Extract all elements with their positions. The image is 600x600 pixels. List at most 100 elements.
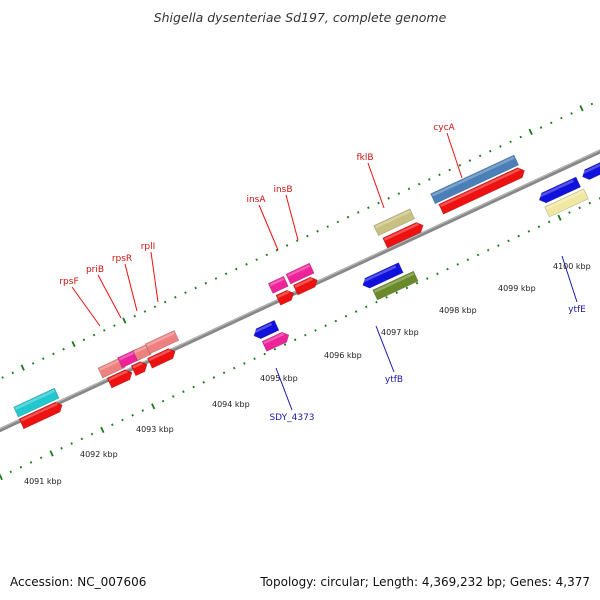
ruler-tick-bottom — [80, 437, 84, 441]
ruler-tick-bottom — [486, 248, 490, 252]
ruler-tick-bottom — [324, 324, 327, 327]
ruler-tick-top — [245, 263, 248, 266]
gene-feature — [261, 331, 290, 352]
gene-feature-highlight — [546, 190, 585, 210]
ruler-tick-bottom — [334, 319, 338, 323]
feature-track — [13, 154, 600, 430]
gene-feature — [430, 154, 520, 205]
ruler-tick-top — [560, 116, 563, 120]
gene-feature-highlight — [581, 160, 600, 175]
gene-feature — [538, 176, 582, 204]
accession-text: Accession: NC_007606 — [10, 575, 146, 589]
gene-feature — [18, 401, 63, 430]
gene-leader-line — [367, 162, 385, 209]
gene-feature — [275, 289, 295, 306]
ruler-tick-top — [153, 305, 157, 309]
ruler-tick-bottom — [436, 272, 439, 276]
ruler-tick-bottom — [161, 399, 165, 403]
ruler-tick-bottom — [273, 347, 277, 351]
ruler-tick-top — [235, 267, 238, 271]
ruler-tick-top — [458, 164, 462, 167]
gene-leader-line — [97, 274, 122, 319]
tick-label: 4099 kbp — [498, 284, 536, 293]
ruler-tick-bottom — [202, 380, 205, 384]
ruler-tick-top — [336, 220, 340, 224]
ruler-tick-bottom — [446, 267, 449, 271]
ruler-tick-top — [194, 286, 197, 290]
gene-feature — [382, 222, 424, 249]
ruler-tick-top — [377, 201, 380, 205]
ruler-tick-bottom — [19, 465, 23, 469]
ruler-tick-bottom — [588, 201, 592, 205]
ruler-tick-top — [407, 187, 411, 191]
gene-leader-line — [124, 263, 138, 312]
topology-text: Topology: circular; Length: 4,369,232 bp… — [259, 575, 590, 589]
ruler-tick-bottom — [172, 395, 175, 398]
ruler-tick-bottom — [557, 214, 562, 221]
ruler-tick-top — [255, 258, 258, 261]
ruler-tick-bottom — [0, 473, 3, 481]
gene-feature-highlight — [277, 290, 290, 299]
ruler-tick-top — [489, 149, 492, 153]
ruler-tick-bottom — [212, 376, 216, 379]
ruler-tick-bottom — [70, 442, 73, 445]
ruler-tick-top — [42, 357, 45, 360]
ruler-tick-top — [184, 291, 187, 294]
ruler-tick-top — [52, 352, 55, 356]
ruler-tick-bottom — [568, 211, 571, 214]
ruler-tick-top — [417, 182, 421, 186]
ruler-tick-top — [92, 333, 96, 337]
ruler-tick-bottom — [253, 357, 256, 360]
ruler-tick-top — [478, 154, 482, 158]
tick-label: 4098 kbp — [439, 306, 477, 315]
gene-feature — [362, 262, 404, 289]
gene-label: rplI — [141, 242, 156, 252]
tick-label: 4093 kbp — [136, 425, 174, 434]
tick-ruler-top — [1, 102, 594, 379]
ruler-tick-top — [590, 102, 594, 106]
gene-feature-highlight — [99, 358, 122, 371]
ruler-tick-top — [428, 178, 431, 181]
tick-label: 4094 kbp — [212, 400, 250, 409]
tick-label: 4095 kbp — [260, 374, 298, 383]
ruler-tick-top — [539, 126, 543, 129]
ruler-tick-bottom — [354, 310, 358, 313]
ruler-tick-bottom — [121, 418, 124, 422]
ruler-tick-top — [133, 314, 136, 318]
ruler-tick-bottom — [283, 343, 287, 346]
ruler-tick-bottom — [527, 230, 531, 233]
gene-feature-highlight — [134, 345, 148, 354]
ruler-tick-top — [224, 272, 228, 276]
gene-feature — [130, 361, 148, 377]
ruler-tick-top — [356, 211, 360, 214]
ruler-tick-top — [143, 310, 147, 313]
gene-feature — [582, 157, 600, 180]
ruler-tick-bottom — [466, 258, 470, 261]
ruler-tick-bottom — [415, 281, 419, 285]
gene-leader-line — [285, 194, 299, 241]
tick-ruler-bottom — [0, 197, 600, 481]
ruler-tick-top — [438, 173, 441, 177]
genome-backbone — [0, 125, 600, 441]
ruler-tick-top — [570, 112, 573, 115]
ruler-tick-bottom — [243, 362, 246, 365]
gene-feature — [147, 348, 176, 369]
gene-feature — [292, 276, 318, 296]
tick-label: 4092 kbp — [80, 450, 118, 459]
ruler-tick-bottom — [131, 414, 134, 417]
ruler-tick-bottom — [9, 470, 12, 474]
ruler-tick-top — [528, 128, 533, 135]
ruler-tick-top — [397, 192, 401, 195]
ruler-tick-bottom — [263, 352, 266, 356]
gene-label: rpsR — [112, 254, 132, 264]
ruler-tick-bottom — [232, 366, 236, 370]
gene-leader-line — [446, 132, 463, 179]
tick-label: 4091 kbp — [24, 477, 62, 486]
ruler-tick-bottom — [151, 403, 156, 410]
ruler-tick-bottom — [426, 277, 429, 280]
gene-leader-line — [275, 367, 293, 411]
ruler-tick-bottom — [578, 206, 581, 210]
ruler-tick-top — [20, 364, 25, 371]
ruler-tick-bottom — [111, 423, 114, 427]
